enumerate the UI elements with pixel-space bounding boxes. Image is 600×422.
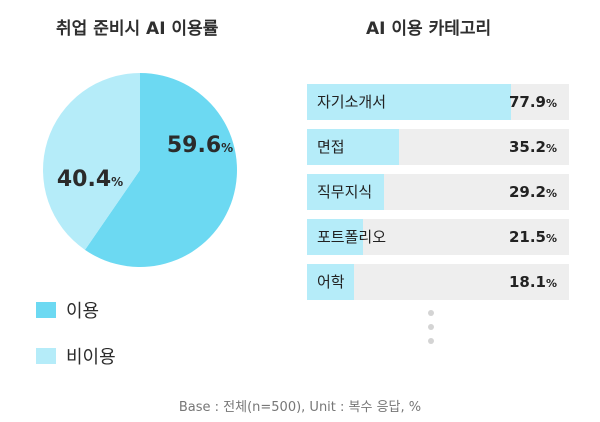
bar-row: 면접 35.2% <box>307 129 569 165</box>
legend-swatch-use <box>36 302 56 318</box>
legend-item-use: 이용 <box>36 297 99 323</box>
legend-swatch-nonuse <box>36 348 56 364</box>
bar-row: 포트폴리오 21.5% <box>307 219 569 255</box>
bar-fill <box>307 219 364 255</box>
more-dot <box>428 324 434 330</box>
bar-fill <box>307 264 355 300</box>
bar-chart-title: AI 이용 카테고리 <box>366 19 492 39</box>
footnote: Base : 전체(n=500), Unit : 복수 응답, % <box>178 400 422 415</box>
pie-label-nonuse: 40.4% <box>57 167 123 192</box>
bar-fill <box>307 174 384 210</box>
bar-category-label: 직무지식 <box>317 183 373 201</box>
bar-category-label: 포트폴리오 <box>317 228 387 246</box>
bar-row: 자기소개서 77.9% <box>307 84 569 120</box>
pie-chart-title: 취업 준비시 AI 이용률 <box>56 19 219 39</box>
bar-value-label: 35.2% <box>508 138 557 156</box>
bar-fill <box>307 84 512 120</box>
pie-chart: 59.6% 40.4% <box>43 72 237 267</box>
bar-value-label: 21.5% <box>508 228 557 246</box>
bar-category-label: 어학 <box>317 273 345 291</box>
pie-label-use: 59.6% <box>167 133 233 158</box>
legend-item-nonuse: 비이용 <box>36 343 116 369</box>
more-dot <box>428 338 434 344</box>
bar-category-label: 면접 <box>317 138 345 156</box>
bar-category-label: 자기소개서 <box>317 93 387 111</box>
legend-label-nonuse: 비이용 <box>66 347 116 368</box>
bar-row: 어학 18.1% <box>307 264 569 300</box>
more-dot <box>428 310 434 316</box>
bar-value-label: 29.2% <box>508 183 557 201</box>
bar-value-label: 77.9% <box>508 93 557 111</box>
bar-fill <box>307 129 400 165</box>
pie-slice-use <box>84 73 237 267</box>
legend-label-use: 이용 <box>66 301 100 322</box>
bar-row: 직무지식 29.2% <box>307 174 569 210</box>
bar-value-label: 18.1% <box>508 273 557 291</box>
pie-slice-nonuse <box>43 72 140 250</box>
